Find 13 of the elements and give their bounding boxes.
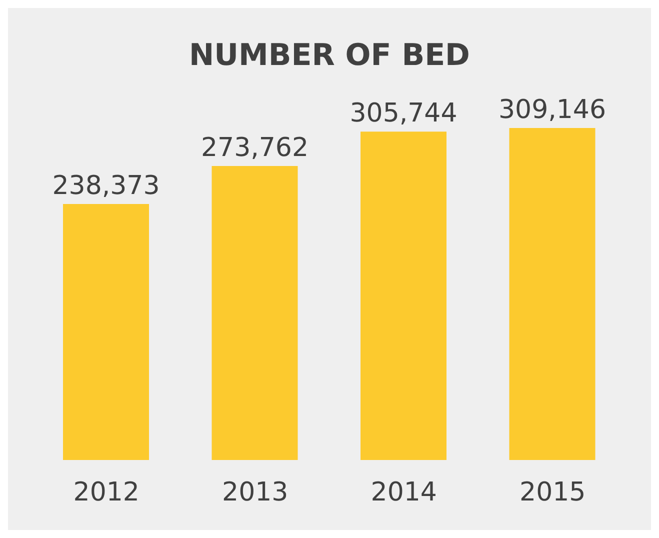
data-label: 273,762 — [200, 133, 309, 163]
x-tick-label: 2012 — [73, 477, 140, 508]
bar — [212, 166, 298, 460]
chart-title: NUMBER OF BED — [188, 38, 471, 73]
bar — [63, 204, 149, 460]
x-tick-label: 2015 — [520, 477, 586, 508]
x-tick-label: 2014 — [370, 477, 437, 508]
data-label: 238,373 — [52, 171, 160, 202]
x-tick-label: 2013 — [222, 477, 288, 508]
bar — [360, 132, 446, 460]
data-label: 309,146 — [498, 95, 606, 125]
data-label: 305,744 — [350, 98, 458, 129]
bar — [509, 128, 596, 460]
